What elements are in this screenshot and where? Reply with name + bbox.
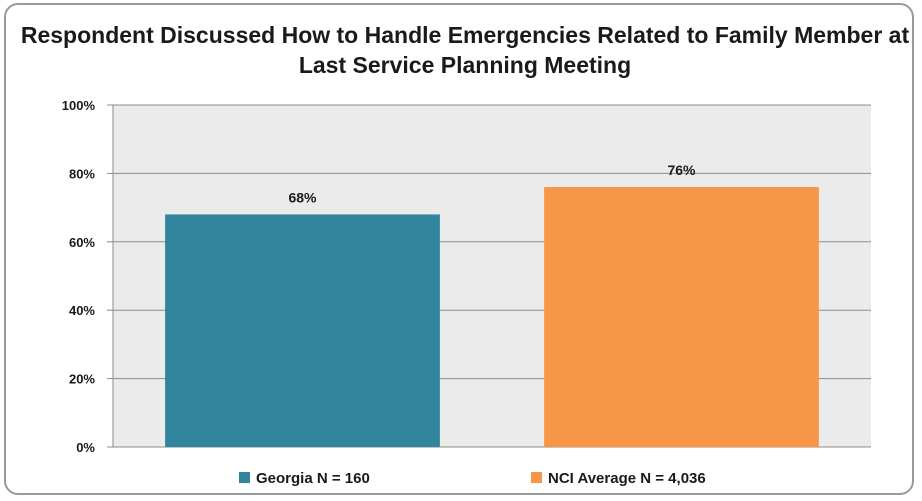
data-labels: 68% 76%	[288, 162, 696, 205]
y-tick-label: 60%	[69, 235, 95, 250]
y-tick-label: 100%	[62, 98, 96, 113]
bar	[544, 187, 819, 447]
data-label: 68%	[288, 189, 317, 205]
bars	[165, 187, 819, 447]
y-tick-label: 80%	[69, 166, 95, 181]
legend-label: NCI Average N = 4,036	[548, 470, 706, 487]
legend: Georgia N = 160 NCI Average N = 4,036	[239, 470, 706, 487]
y-tick-label: 0%	[76, 440, 95, 455]
legend-swatch	[531, 472, 542, 483]
y-tick-label: 20%	[69, 372, 95, 387]
legend-label: Georgia N = 160	[256, 470, 370, 487]
legend-swatch	[239, 472, 250, 483]
bar	[165, 214, 440, 447]
y-tick-label: 40%	[69, 303, 95, 318]
y-axis: 0% 20% 40% 60% 80% 100%	[62, 98, 114, 455]
data-label: 76%	[667, 162, 696, 178]
